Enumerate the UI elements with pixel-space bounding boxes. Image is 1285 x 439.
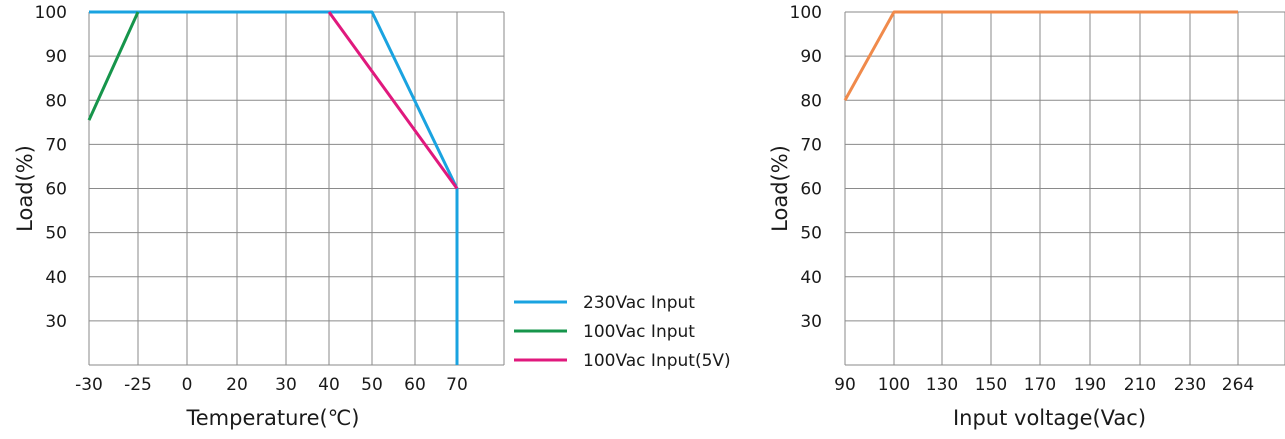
input-voltage-derating-chart: 30 40 50 60 70 80 90 100 90 100 130 150 170 190 210 230… [768,3,1285,430]
x-tick-label: 20 [226,375,248,395]
x-tick-label: 210 [1124,375,1156,395]
y-tick-label: 50 [45,224,67,244]
x-tick-label: 40 [318,375,340,395]
x-tick-label: 60 [404,375,426,395]
y-tick-label: 80 [800,91,822,111]
y-tick-label: 70 [45,135,67,155]
y-tick-label: 70 [800,135,822,155]
x-axis-label: Input voltage(Vac) [953,406,1146,430]
y-tick-label: 60 [800,180,822,200]
x-tick-label: 150 [975,375,1007,395]
x-tick-label: 30 [275,375,297,395]
x-tick-label: -25 [124,375,152,395]
x-tick-label: 90 [834,375,856,395]
y-tick-label: 80 [45,91,67,111]
x-tick-label: -30 [75,375,103,395]
x-tick-label: 230 [1174,375,1206,395]
y-tick-label: 100 [35,3,67,23]
series-line-1 [87,11,140,121]
x-tick-label: 190 [1074,375,1106,395]
y-tick-label: 40 [800,268,822,288]
y-tick-label: 40 [45,268,67,288]
y-tick-label: 30 [800,312,822,332]
series-line-2 [327,11,459,190]
x-tick-label: 264 [1222,375,1254,395]
x-tick-label: 170 [1024,375,1056,395]
y-tick-label: 90 [45,47,67,67]
temperature-derating-chart: 30 40 50 60 70 80 90 100 -30 -25 0 20 30 40 50 60 70 Temp… [13,3,505,430]
legend-label: 100Vac Input [583,322,695,342]
grid [844,11,1285,366]
y-axis-label: Load(%) [768,145,792,232]
grid [88,11,505,366]
y-tick-label: 60 [45,180,67,200]
y-tick-label: 90 [800,47,822,67]
x-tick-label: 130 [926,375,958,395]
y-tick-label: 30 [45,312,67,332]
series-line-0 [89,10,459,365]
y-tick-label: 100 [790,3,822,23]
y-axis-label: Load(%) [13,145,37,232]
x-tick-label: 100 [878,375,910,395]
series-line-0 [843,10,1238,101]
legend-label: 230Vac Input [583,293,695,313]
x-tick-label: 50 [361,375,383,395]
y-tick-label: 50 [800,224,822,244]
x-tick-label: 0 [182,375,193,395]
x-axis-label: Temperature(℃) [186,406,360,430]
legend-label: 100Vac Input(5V) [583,351,731,371]
x-tick-label: 70 [446,375,468,395]
legend: 230Vac Input 100Vac Input 100Vac Input(5V) [514,293,731,371]
